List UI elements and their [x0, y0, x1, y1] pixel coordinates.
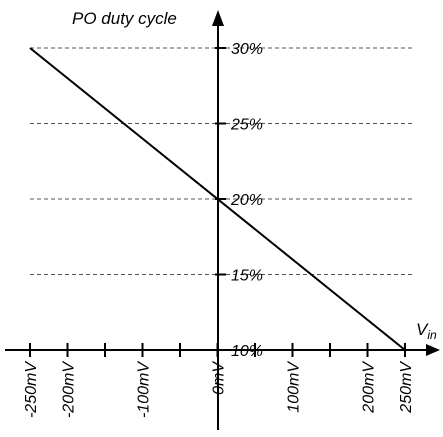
x-tick-label-200: 200mV [361, 361, 378, 414]
tick-marks [29, 47, 406, 357]
y-tick-label-30: 30% [231, 41, 263, 58]
series-line-0 [29, 47, 406, 351]
x-tick-label--250: -250mV [23, 361, 40, 418]
x-axis-title: Vin [416, 320, 437, 342]
y-axis-title: PO duty cycle [72, 9, 177, 28]
x-tick-label--100: -100mV [136, 361, 153, 418]
x-axis-title-sub: in [427, 328, 437, 342]
y-tick-label-15: 15% [231, 268, 263, 285]
y-tick-label-10: 10% [231, 343, 263, 360]
x-tick-label-0: 0mV [211, 361, 228, 395]
x-tick-label-250: 250mV [398, 361, 415, 414]
x-axis-title-main: V [416, 320, 429, 339]
x-axis-arrow-icon [426, 344, 440, 356]
y-tick-label-25: 25% [230, 117, 263, 134]
x-tick-label-100: 100mV [286, 361, 303, 413]
grid-lines [30, 47, 412, 275]
series [29, 47, 406, 351]
y-axis-arrow-icon [212, 10, 224, 26]
tick-labels: 10% 15% 20% 25% 30% -250mV -200mV -100mV 0mV 100m… [23, 41, 415, 418]
y-tick-label-20: 20% [230, 192, 263, 209]
x-tick-label--200: -200mV [61, 361, 78, 418]
